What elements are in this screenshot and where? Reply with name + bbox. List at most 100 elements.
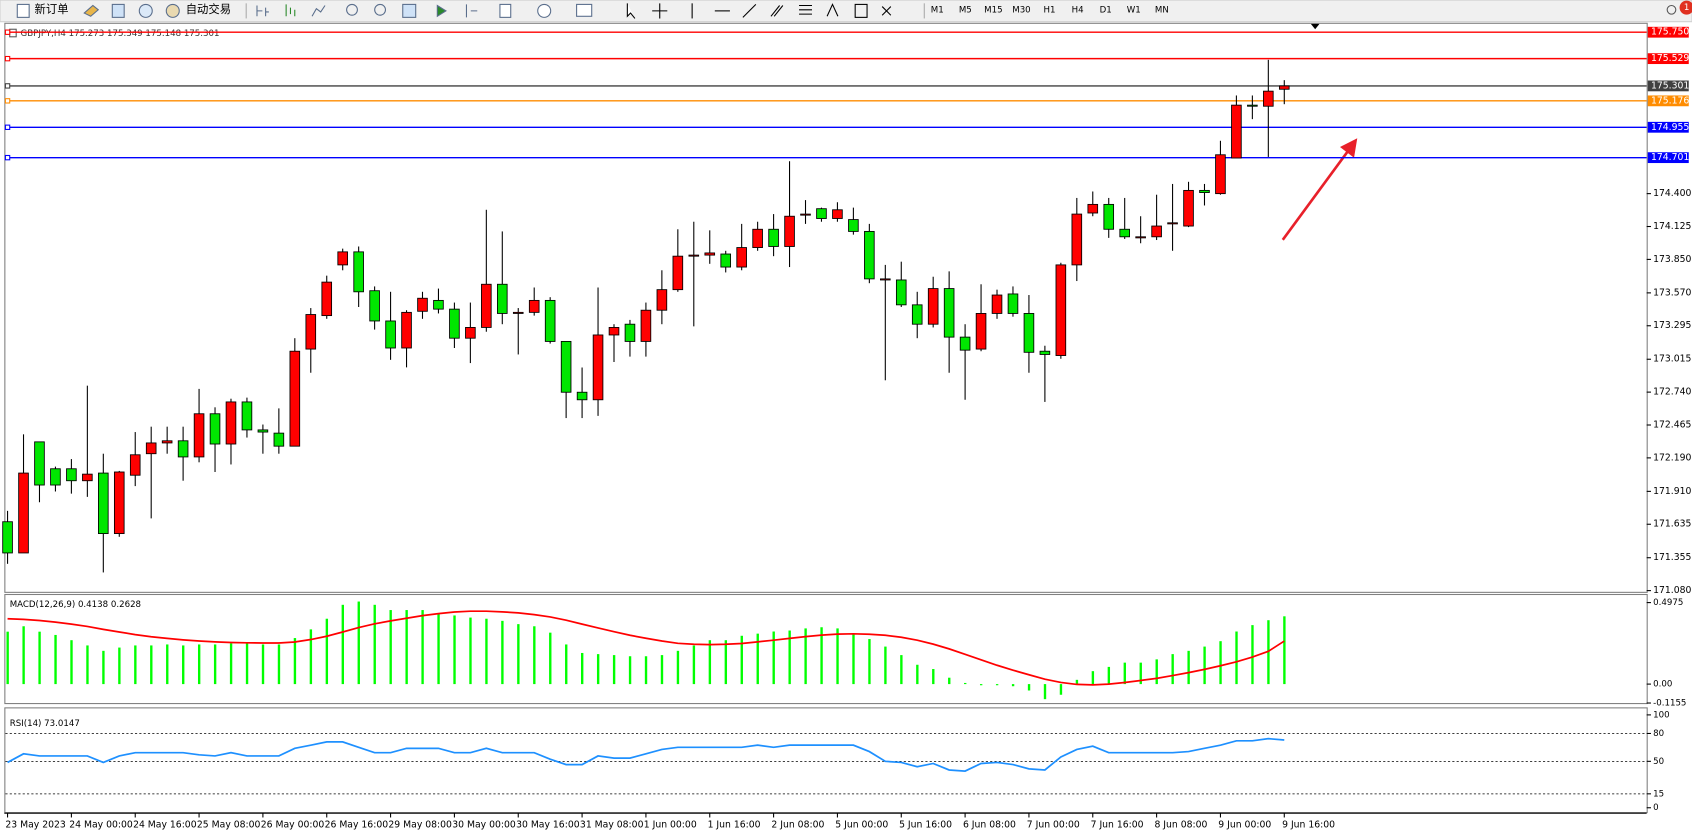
y-tick-label: 100 (1653, 710, 1669, 720)
candle-body (369, 290, 380, 322)
icon-candles[interactable] (285, 4, 296, 17)
macd-bar (804, 628, 807, 685)
level-handle (4, 154, 11, 161)
icon-arrows[interactable] (881, 6, 892, 16)
icon-templates[interactable] (576, 3, 593, 17)
candle-body (895, 279, 907, 306)
candle-body (704, 252, 716, 256)
candle-body (576, 391, 588, 401)
candle-body (241, 401, 253, 431)
x-tick-label: 30 May 00:00 (452, 820, 516, 831)
candle-body (800, 213, 811, 216)
x-tick-label: 26 May 00:00 (261, 820, 325, 831)
toolbar-button[interactable]: 自动交易 (186, 2, 231, 16)
candle-body (449, 308, 460, 339)
icon-folder[interactable] (83, 4, 100, 17)
icon-indicators[interactable] (499, 3, 512, 18)
macd-bar (565, 644, 568, 685)
level-label-bg (1647, 152, 1689, 164)
timeframe-button[interactable]: W1 (1127, 5, 1141, 15)
macd-bar (86, 645, 89, 685)
icon-bars[interactable] (256, 5, 269, 17)
icon-shift[interactable] (465, 4, 478, 18)
level-label: 175.176 (1651, 95, 1689, 106)
icon-text[interactable] (826, 3, 839, 17)
macd-bar (1059, 684, 1063, 695)
icon-trendline[interactable] (742, 4, 757, 18)
candle-body (1103, 203, 1115, 230)
candle-body (1167, 222, 1178, 225)
macd-bar (453, 615, 456, 685)
y-tick-label: 171.910 (1653, 486, 1691, 497)
icon-fibo[interactable] (799, 4, 812, 15)
y-tick-label: 172.190 (1653, 452, 1691, 463)
candle-body (880, 278, 891, 281)
macd-bar (277, 644, 281, 685)
macd-bar (341, 604, 344, 685)
icon-notification[interactable] (1679, 0, 1692, 15)
timeframe-button[interactable]: M30 (1012, 5, 1030, 15)
candle-body (672, 255, 684, 291)
macd-bar (213, 644, 217, 685)
timeframe-button[interactable]: D1 (1100, 5, 1112, 15)
macd-bar (1155, 659, 1158, 685)
arrow-shaft (1281, 149, 1350, 241)
x-tick-label: 2 Jun 08:00 (771, 820, 824, 831)
macd-bar (676, 650, 680, 685)
icon-auto[interactable] (165, 3, 180, 18)
macd-bar (836, 628, 839, 685)
icon-zoom-out[interactable] (374, 3, 387, 16)
shift-marker (1310, 23, 1320, 30)
icon-cursor[interactable] (626, 3, 636, 19)
icon-globe[interactable] (138, 3, 153, 18)
candle-body (433, 299, 444, 310)
icon-tile[interactable] (402, 3, 417, 18)
candle-body (1263, 90, 1274, 107)
x-tick-label: 7 Jun 00:00 (1027, 820, 1080, 831)
timeframe-button[interactable]: H4 (1072, 5, 1084, 15)
macd-bar (948, 677, 951, 685)
x-tick-label: 31 May 08:00 (580, 820, 644, 831)
macd-bar (628, 656, 632, 685)
icon-label[interactable] (854, 3, 868, 18)
icon-new-order[interactable] (16, 3, 30, 18)
macd-bar (134, 645, 137, 685)
timeframe-button[interactable]: H1 (1044, 5, 1056, 15)
y-tick-label: 172.740 (1653, 387, 1691, 398)
y-tick-label: 171.635 (1653, 519, 1691, 530)
icon-search[interactable] (1666, 4, 1677, 15)
macd-bar (772, 631, 775, 685)
icon-zoom-in[interactable] (346, 3, 358, 16)
icon-line[interactable] (311, 5, 326, 17)
macd-bar (6, 631, 9, 685)
macd-bar (1011, 684, 1015, 687)
candle-body (688, 254, 700, 257)
toolbar-button[interactable]: 新订单 (35, 2, 69, 16)
macd-bar (501, 620, 504, 685)
level-handle (4, 124, 11, 130)
timeframe-button[interactable]: M5 (959, 5, 972, 15)
macd-bar (708, 640, 712, 685)
candle-body (656, 289, 668, 311)
level-label-bg (1647, 26, 1689, 38)
y-tick-label: 0.00 (1653, 680, 1672, 690)
timeframe-button[interactable]: MN (1155, 5, 1169, 15)
candle-body (608, 327, 620, 336)
x-tick-label: 8 Jun 08:00 (1154, 820, 1207, 831)
x-tick-label: 24 May 00:00 (69, 820, 133, 831)
y-tick-label: 173.570 (1653, 287, 1691, 298)
macd-bar (229, 643, 233, 685)
macd-bar (533, 626, 536, 685)
y-tick-label: 15 (1653, 789, 1664, 799)
icon-crosshair[interactable] (652, 3, 668, 19)
icon-channel[interactable] (770, 5, 784, 17)
timeframe-button[interactable]: M1 (931, 5, 944, 15)
icon-periods[interactable] (537, 3, 552, 18)
macd-bar (469, 617, 472, 685)
candle-body (1039, 350, 1051, 355)
timeframe-button[interactable]: M15 (984, 5, 1002, 15)
icon-tester[interactable] (111, 3, 125, 18)
icon-autoscroll[interactable] (436, 4, 447, 18)
